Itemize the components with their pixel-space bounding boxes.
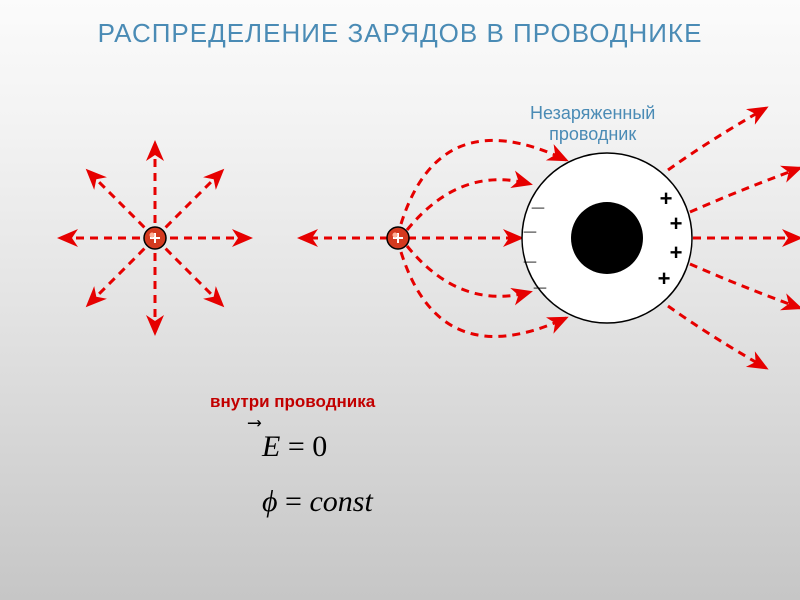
svg-text:+: + (670, 211, 683, 236)
svg-text:+: + (658, 266, 671, 291)
svg-text:_: _ (533, 266, 547, 291)
svg-text:_: _ (523, 210, 537, 235)
svg-text:+: + (660, 186, 673, 211)
svg-text:_: _ (531, 186, 545, 211)
svg-text:+: + (670, 240, 683, 265)
field-diagram: ____++++ (0, 0, 800, 600)
svg-text:_: _ (523, 240, 537, 265)
